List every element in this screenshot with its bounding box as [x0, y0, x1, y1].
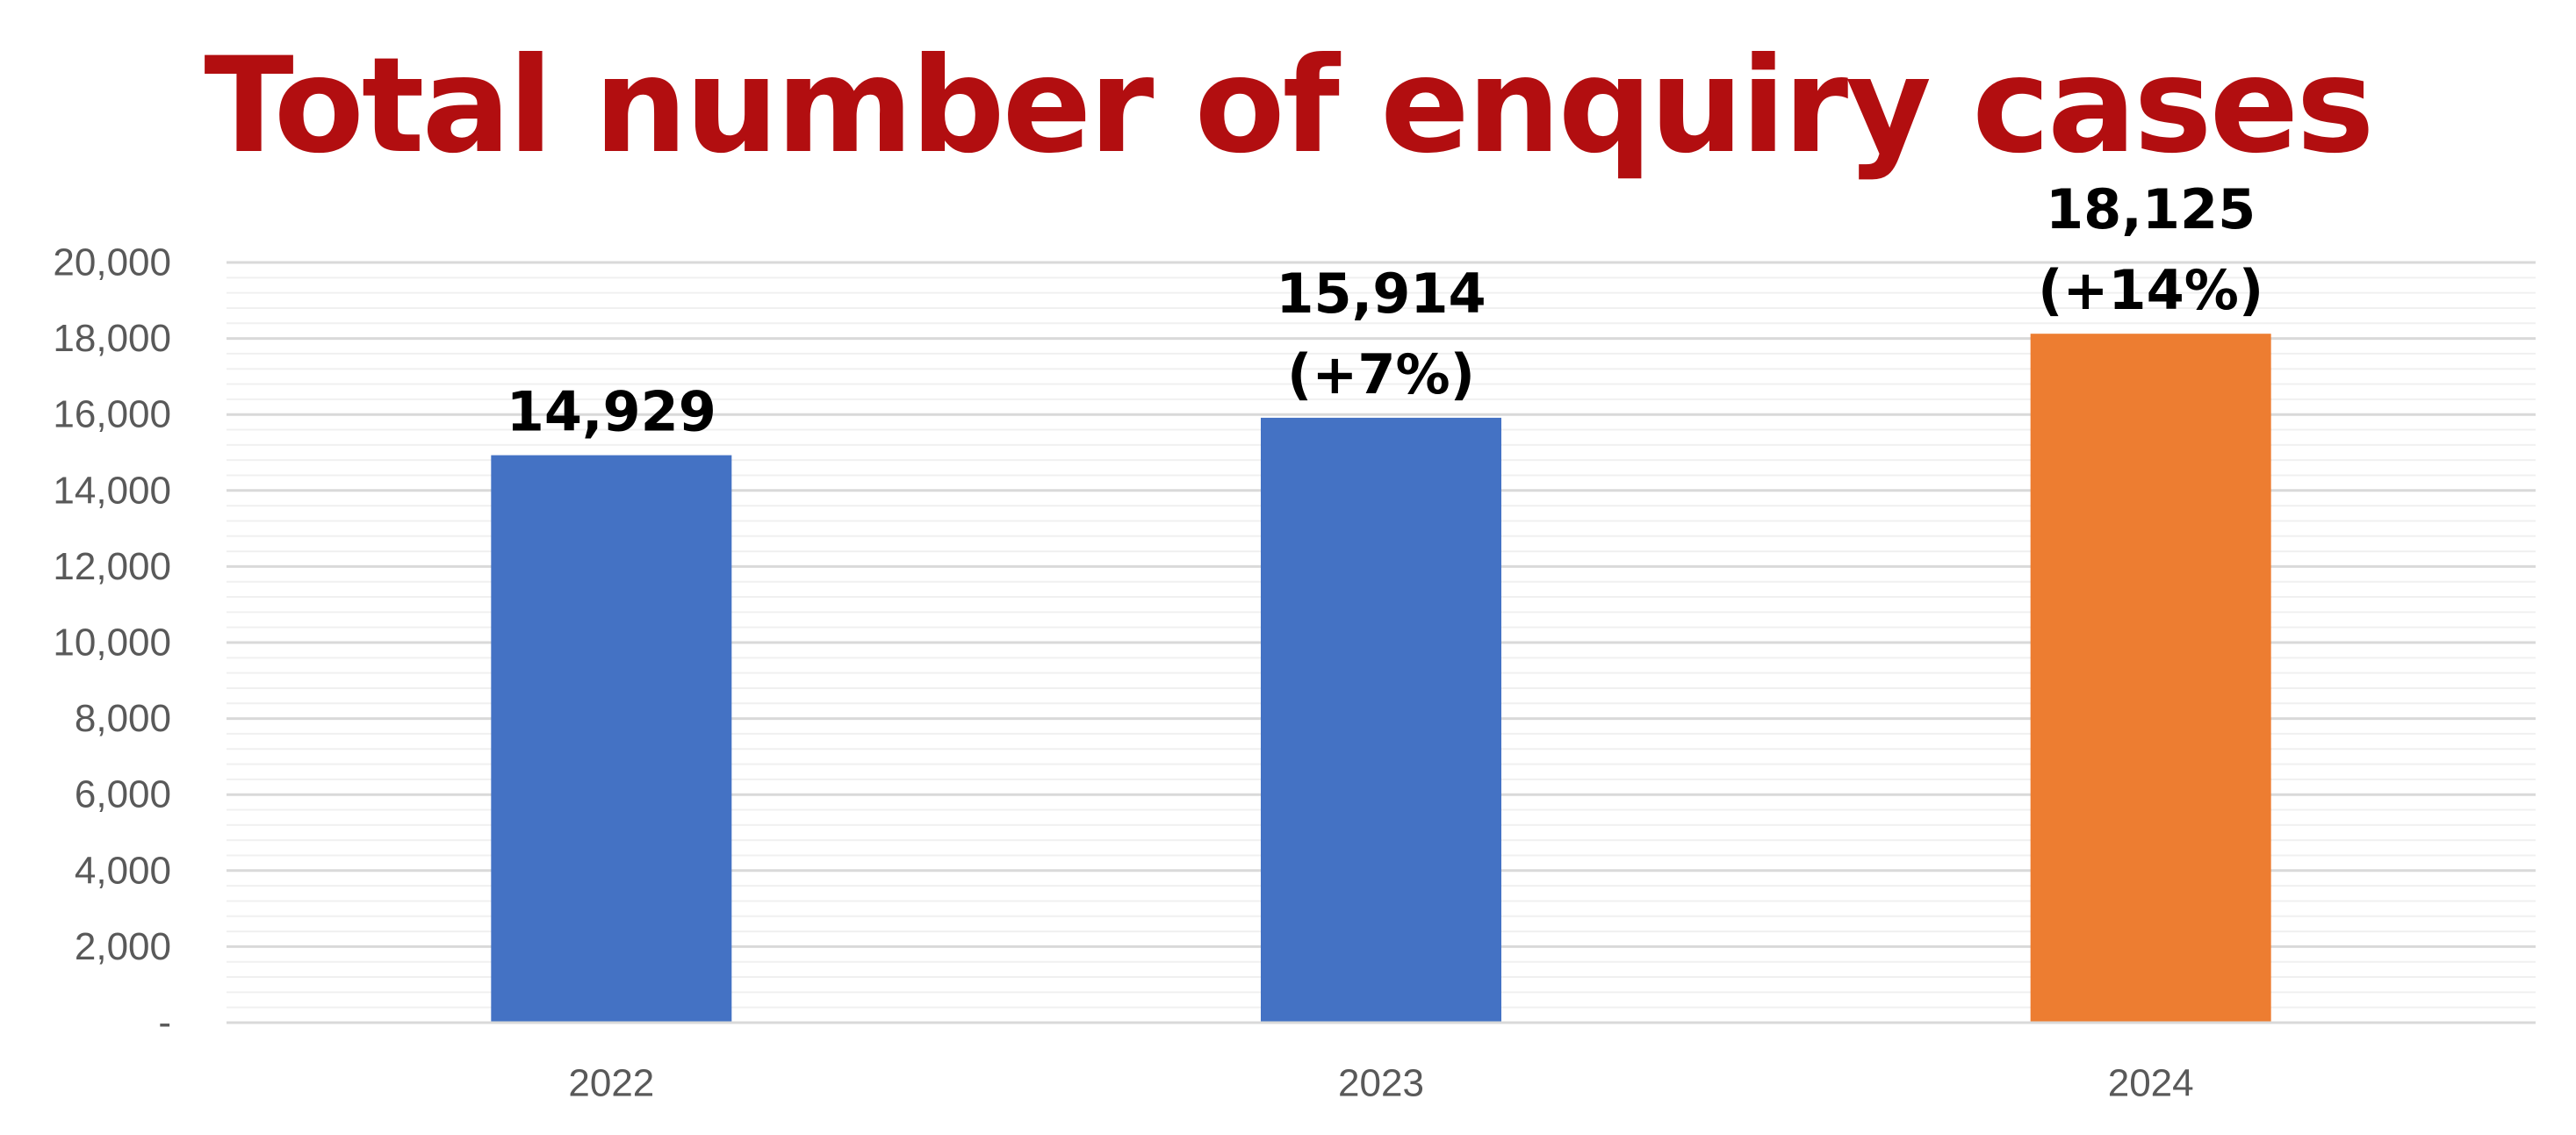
- bar-2022: [491, 455, 732, 1023]
- y-tick-label: 18,000: [53, 317, 171, 360]
- data-label: (+7%): [1287, 342, 1475, 406]
- y-tick-label: 16,000: [53, 393, 171, 436]
- x-tick-label: 2022: [568, 1062, 654, 1105]
- y-tick-label: 4,000: [75, 849, 171, 892]
- x-axis-tick-labels: 2022 2023 2024: [568, 1062, 2193, 1105]
- data-labels: 14,929 15,914 (+7%) 18,125 (+14%): [507, 177, 2263, 443]
- y-tick-label: -: [158, 1002, 171, 1045]
- y-tick-label: 10,000: [53, 621, 171, 664]
- x-tick-label: 2023: [1338, 1062, 1424, 1105]
- y-tick-label: 8,000: [75, 697, 171, 740]
- data-label: (+14%): [2038, 258, 2263, 322]
- y-axis-tick-labels: - 2,000 4,000 6,000 8,000 10,000 12,000 14,000 1…: [53, 241, 171, 1045]
- y-tick-label: 20,000: [53, 241, 171, 284]
- y-tick-label: 6,000: [75, 773, 171, 816]
- bar-2024: [2030, 334, 2271, 1023]
- bar-2023: [1261, 417, 1501, 1023]
- y-tick-label: 14,000: [53, 469, 171, 512]
- bars: [491, 334, 2271, 1023]
- y-tick-label: 12,000: [53, 545, 171, 588]
- data-label: 18,125: [2046, 177, 2256, 241]
- x-tick-label: 2024: [2108, 1062, 2194, 1105]
- data-label: 15,914: [1276, 262, 1486, 326]
- chart-title: Total number of enquiry cases: [204, 30, 2374, 183]
- data-label: 14,929: [507, 380, 716, 444]
- y-tick-label: 2,000: [75, 925, 171, 968]
